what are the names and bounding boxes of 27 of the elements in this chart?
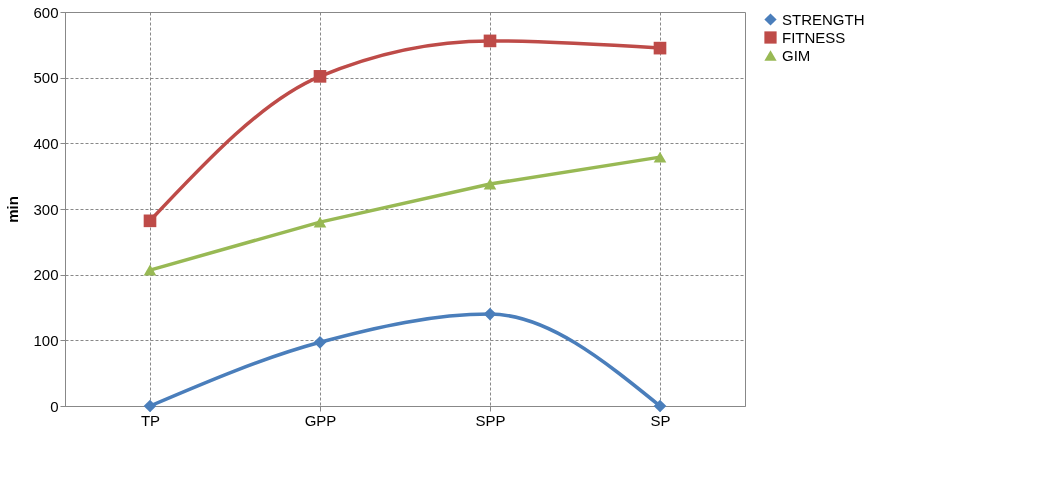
y-tick-label: 200 xyxy=(33,266,59,284)
point xyxy=(313,335,327,349)
point xyxy=(483,307,497,321)
point xyxy=(313,70,327,83)
legend-label: FITNESS xyxy=(782,28,846,46)
point xyxy=(653,151,667,163)
x-tick-label: SP xyxy=(650,411,671,429)
legend-label: STRENGTH xyxy=(782,10,865,28)
x-tick-label: SPP xyxy=(475,411,506,429)
point xyxy=(483,178,497,190)
y-tick-label: 0 xyxy=(50,397,59,415)
legend-label: GIM xyxy=(782,46,811,64)
y-tick-label: 600 xyxy=(33,3,59,21)
y-tick-label: 500 xyxy=(33,69,59,87)
point xyxy=(483,34,497,48)
point xyxy=(143,264,157,276)
point xyxy=(653,399,667,413)
point xyxy=(143,399,157,413)
x-tick-label: TP xyxy=(140,411,161,429)
y-tick-label: 100 xyxy=(33,331,59,349)
point xyxy=(653,41,667,55)
y-tick-label: 400 xyxy=(33,134,59,152)
point xyxy=(143,214,157,228)
y-axis-title: min xyxy=(4,196,22,223)
y-tick-label: 300 xyxy=(33,200,59,218)
point xyxy=(313,216,327,228)
x-tick-label: GPP xyxy=(304,411,337,429)
